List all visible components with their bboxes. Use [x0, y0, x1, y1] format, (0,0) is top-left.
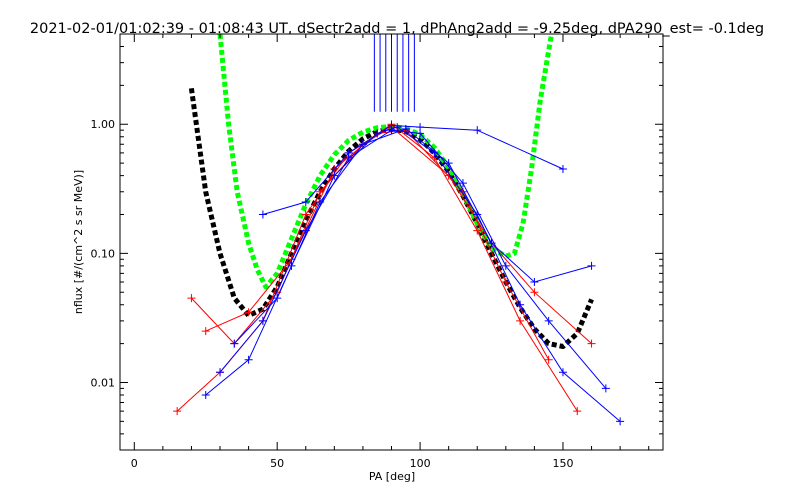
red-data-1-point: [516, 316, 525, 325]
blue-data-1-point: [616, 417, 625, 426]
blue-data-2-point: [601, 384, 610, 393]
blue-data-2-point: [458, 179, 467, 188]
plot-clip: [173, 34, 625, 426]
red-data-2-point: [301, 210, 310, 219]
blue-data-3-point: [587, 261, 596, 270]
x-tick-label: 50: [270, 457, 284, 470]
red-data-3-point: [244, 308, 253, 317]
blue-data-4-point: [258, 210, 267, 219]
blue-data-1-point: [244, 355, 253, 364]
blue-data-1-point: [201, 391, 210, 399]
green-fit-line: [217, 34, 554, 290]
blue-data-4-point: [473, 126, 482, 135]
red-data-3-point: [501, 278, 510, 287]
red-data-2-point: [587, 339, 596, 348]
y-tick-label: 1.00: [91, 118, 116, 131]
blue-data-1-point: [330, 171, 339, 180]
blue-data-4-point: [558, 165, 567, 174]
blue-data-3-point: [230, 339, 239, 348]
red-data-2-line: [176, 126, 592, 412]
red-data-3-point: [544, 355, 553, 364]
red-data-1-point: [573, 407, 582, 416]
red-data-3-line: [205, 129, 550, 361]
blue-data-3-point: [487, 239, 496, 248]
series-layer: [173, 34, 625, 426]
blue-data-4-point: [416, 123, 425, 132]
red-data-1-line: [191, 123, 578, 412]
y-tick-label: 0.01: [91, 376, 116, 389]
x-axis-label: PA [deg]: [369, 470, 415, 483]
x-tick-label: 100: [410, 457, 431, 470]
red-data-2-point: [530, 288, 539, 297]
red-data-2-point: [173, 407, 182, 416]
axes-layer: 0 50 100 150 0.01 0.10 1.00: [91, 33, 663, 470]
blue-data-2-line: [219, 129, 607, 389]
chart-title: 2021-02-01/01:02:39 - 01:08:43 UT, dSect…: [30, 21, 764, 37]
blue-data-1-point: [558, 368, 567, 377]
blue-data-1-point: [393, 123, 402, 132]
blue-data-1-point: [516, 300, 525, 309]
x-tick-label: 150: [552, 457, 573, 470]
x-tick-label: 0: [131, 457, 138, 470]
blue-data-3-point: [530, 278, 539, 287]
red-data-1-point: [187, 294, 196, 303]
red-data-3-point: [201, 327, 210, 336]
blue-data-2-point: [258, 316, 267, 325]
blue-data-2-point: [501, 261, 510, 270]
blue-data-3-point: [444, 159, 453, 168]
y-axis-label: nflux [#/(cm^2 s sr MeV)]: [72, 170, 85, 314]
blue-data-4-point: [387, 121, 396, 130]
blue-data-1-line: [205, 126, 621, 422]
blue-data-3-line: [233, 128, 592, 344]
red-data-1-point: [473, 226, 482, 235]
blue-data-2-point: [216, 368, 225, 377]
y-tick-label: 0.10: [91, 247, 116, 260]
blue-data-4-point: [301, 197, 310, 206]
blue-data-4-point: [344, 148, 353, 157]
blue-data-3-point: [273, 294, 282, 303]
blue-data-3-point: [316, 197, 325, 206]
blue-data-2-point: [544, 316, 553, 325]
